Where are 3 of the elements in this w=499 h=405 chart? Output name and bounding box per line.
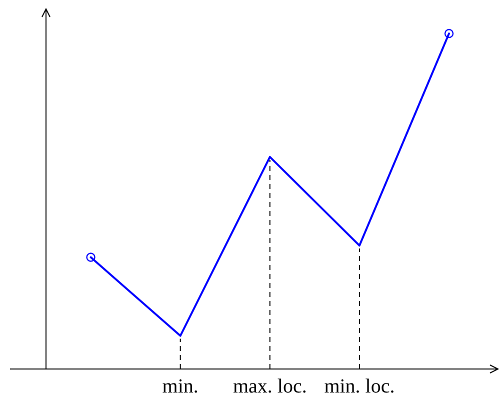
x-tick-label: min. bbox=[162, 375, 198, 398]
x-tick-label: max. loc. bbox=[232, 375, 307, 398]
x-tick-label: min. loc. bbox=[324, 375, 395, 398]
